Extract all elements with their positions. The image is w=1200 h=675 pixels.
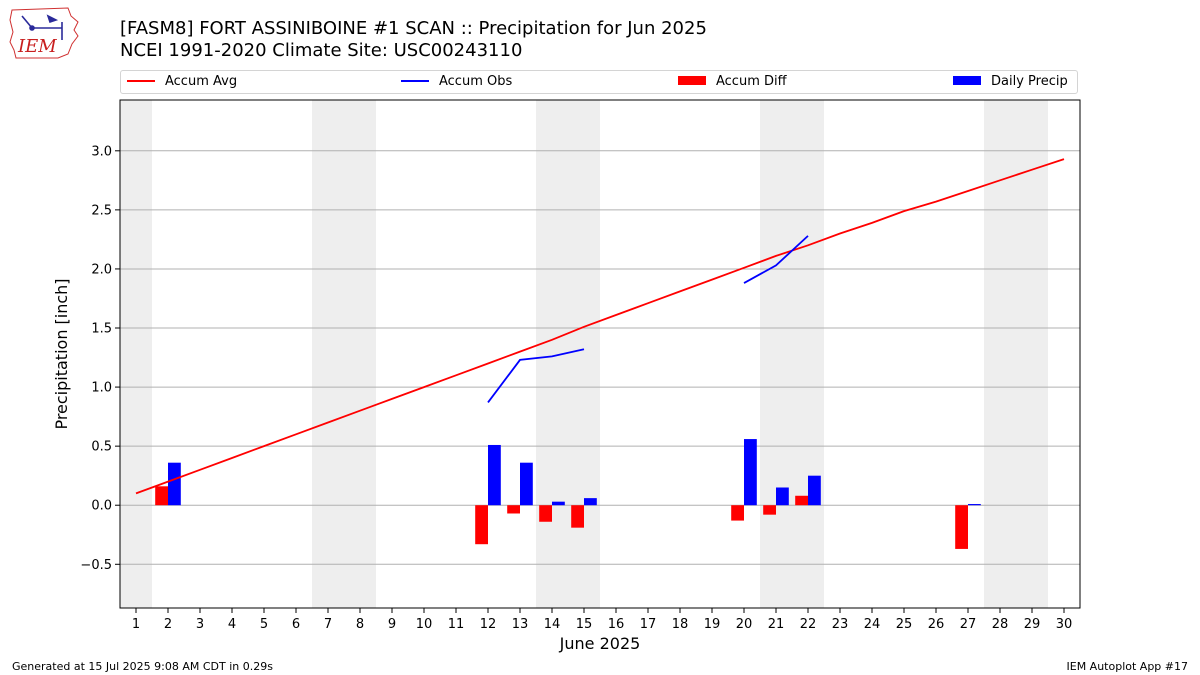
x-tick-label: 28 [992,617,1009,632]
iem-logo: IEM [9,7,79,59]
x-tick-label: 3 [196,617,204,632]
legend-swatch [953,75,981,85]
daily-precip-bar [584,498,597,506]
accum-diff-bar [731,505,744,521]
x-tick-label: 16 [608,617,625,632]
weekend-shade [536,100,600,608]
legend-swatch [127,79,155,82]
accum-diff-bar [763,505,776,515]
x-tick-label: 4 [228,617,236,632]
plot-frame [119,99,1081,609]
y-tick-label: 0.5 [91,440,112,455]
y-tick-label: −0.5 [80,558,112,573]
x-tick-label: 13 [512,617,529,632]
x-tick-label: 11 [448,617,465,632]
x-tick-label: 12 [480,617,497,632]
x-tick-label: 7 [324,617,332,632]
x-tick-label: 6 [292,617,300,632]
daily-precip-bar [168,462,181,506]
daily-precip-bar [808,475,821,506]
accum-diff-bar [155,486,168,506]
daily-precip-bar [520,462,533,506]
chart-title: [FASM8] FORT ASSINIBOINE #1 SCAN :: Prec… [120,18,707,39]
daily-precip-bar [744,439,757,506]
x-tick-label: 30 [1056,617,1073,632]
x-tick-label: 21 [768,617,785,632]
legend-entry-accum-avg: Accum Avg [127,74,237,89]
x-tick-label: 2 [164,617,172,632]
x-tick-label: 8 [356,617,364,632]
daily-precip-bar [968,504,981,506]
x-tick-label: 24 [864,617,881,632]
x-tick-label: 22 [800,617,817,632]
daily-precip-bar [552,501,565,506]
daily-precip-bar [776,487,789,506]
x-tick-label: 17 [640,617,657,632]
weekend-shade [120,100,152,608]
weekend-shade [760,100,824,608]
legend-swatch [401,79,429,82]
x-tick-label: 19 [704,617,721,632]
y-tick-label: 1.0 [91,381,112,396]
legend-swatch [678,75,706,85]
y-axis-label: Precipitation [inch] [52,278,71,429]
x-tick-label: 5 [260,617,268,632]
accum-diff-bar [507,505,520,514]
legend-label: Daily Precip [991,74,1068,89]
accum-diff-bar [955,505,968,549]
x-tick-label: 26 [928,617,945,632]
y-tick-label: 2.0 [91,262,112,277]
daily-precip-bar [488,444,501,506]
accum-obs-line [743,235,809,284]
weekend-shade [984,100,1048,608]
y-tick-label: 1.5 [91,322,112,337]
legend-label: Accum Diff [716,74,787,89]
legend-entry-accum-obs: Accum Obs [401,74,512,89]
x-tick-label: 23 [832,617,849,632]
accum-diff-bar [475,505,488,545]
y-tick-label: 3.0 [91,144,112,159]
iowa-outline-icon [9,7,79,59]
accum-diff-bar [571,505,584,528]
accum-diff-bar [539,505,552,522]
x-tick-label: 20 [736,617,753,632]
x-tick-label: 27 [960,617,977,632]
app-credit: IEM Autoplot App #17 [1066,660,1189,673]
x-tick-label: 25 [896,617,913,632]
x-tick-label: 9 [388,617,396,632]
accum-obs-line [487,348,585,403]
x-tick-label: 29 [1024,617,1041,632]
x-tick-label: 14 [544,617,561,632]
x-tick-label: 15 [576,617,593,632]
legend-label: Accum Avg [165,74,238,89]
y-tick-label: 2.5 [91,203,112,218]
x-tick-label: 1 [132,617,140,632]
legend-entry-accum-diff: Accum Diff [678,74,787,89]
x-tick-label: 10 [416,617,433,632]
legend-label: Accum Obs [439,74,513,89]
weekend-shade [312,100,376,608]
legend-entry-daily-precip: Daily Precip [953,74,1068,89]
y-tick-label: 0.0 [91,499,112,514]
chart-subtitle: NCEI 1991-2020 Climate Site: USC00243110 [120,40,523,61]
accum-avg-line [135,158,1065,495]
chart-legend: Accum Avg Accum Obs Accum Diff Daily Pre… [120,70,1078,94]
logo-text: IEM [17,36,57,57]
generated-timestamp: Generated at 15 Jul 2025 9:08 AM CDT in … [12,660,273,673]
accum-diff-bar [795,495,808,506]
x-tick-label: 18 [672,617,689,632]
weather-station-icon [21,14,63,40]
x-axis-label: June 2025 [559,634,641,653]
